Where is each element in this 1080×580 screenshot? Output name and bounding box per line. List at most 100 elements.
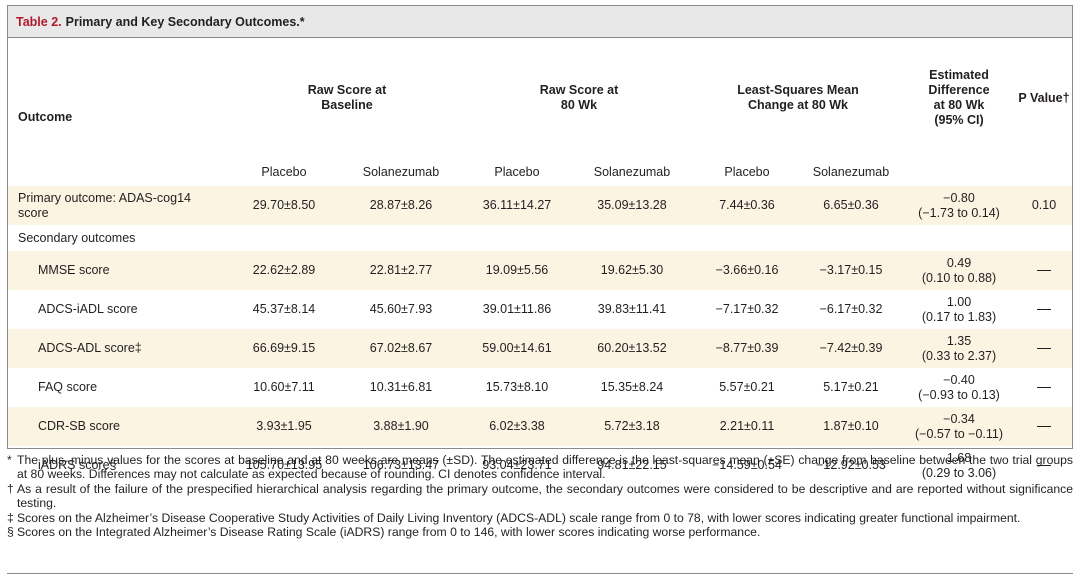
cell-value: 29.70±8.50 bbox=[230, 186, 338, 225]
secondary-section-row: Secondary outcomes bbox=[8, 225, 1072, 251]
cell-value: 3.93±1.95 bbox=[230, 407, 338, 446]
cell-p-value bbox=[1016, 251, 1072, 290]
cell-estimated-difference: 0.49 (0.10 to 0.88) bbox=[902, 251, 1016, 290]
cell-value: 22.81±2.77 bbox=[338, 251, 464, 290]
cell-value: 94.81±22.15 bbox=[597, 458, 667, 472]
subheader-solanezumab-baseline: Solanezumab bbox=[362, 165, 440, 179]
cell-value: 6.02±3.38 bbox=[464, 407, 570, 446]
header-row: Outcome Raw Score at Baseline Raw Score … bbox=[8, 38, 1072, 158]
cell-p-value bbox=[1016, 446, 1072, 485]
secondary-rows: MMSE score 22.62±2.89 22.81±2.77 19.09±5.56… bbox=[8, 251, 1072, 485]
cell-value: 6.65±0.36 bbox=[800, 186, 902, 225]
cell-value: 59.00±14.61 bbox=[464, 329, 570, 368]
cell-value: 10.31±6.81 bbox=[369, 380, 433, 394]
table-row-primary: Primary outcome: ADAS-cog14 score 29.70±… bbox=[8, 186, 1072, 225]
outcomes-table: Outcome Raw Score at Baseline Raw Score … bbox=[8, 38, 1072, 485]
cell-value: 36.11±14.27 bbox=[464, 186, 570, 225]
footnote: * The plus–minus values for the scores a… bbox=[7, 453, 1073, 482]
dash-placeholder bbox=[1037, 270, 1051, 272]
row-outcome-label: CDR-SB score bbox=[8, 407, 230, 446]
header-estimated-difference: Estimated Difference at 80 Wk (95% CI) bbox=[928, 68, 990, 127]
dash-placeholder bbox=[1037, 309, 1051, 311]
table-label: Table 2. bbox=[16, 14, 62, 29]
cell-p-value: 0.10 bbox=[1016, 186, 1072, 225]
cell-value: −8.77±0.39 bbox=[694, 329, 800, 368]
subheader-row: Placebo Solanezumab Placebo Solanezumab … bbox=[8, 158, 1072, 186]
header-p-value: P Value† bbox=[1018, 90, 1070, 105]
table-row: iADRS score§ 105.70±13.95 106.73±13.47 93.0… bbox=[8, 446, 1072, 485]
cell-value: 28.87±8.26 bbox=[338, 186, 464, 225]
cell-value: 39.01±11.86 bbox=[482, 302, 552, 316]
cell-estimated-difference: 1.00 (0.17 to 1.83) bbox=[921, 294, 997, 324]
cell-value: 93.04±23.71 bbox=[482, 458, 552, 472]
cell-value: 5.17±0.21 bbox=[823, 380, 879, 394]
cell-value: −7.42±0.39 bbox=[800, 329, 902, 368]
cell-value: −12.92±0.53 bbox=[816, 458, 886, 472]
cell-estimated-difference: −0.40 (−0.93 to 0.13) bbox=[918, 372, 1000, 402]
cell-estimated-difference: 1.68 (0.29 to 3.06) bbox=[921, 450, 997, 480]
header-raw-baseline: Raw Score at Baseline bbox=[307, 83, 387, 112]
table-row: ADCS-ADL score‡ 66.69±9.15 67.02±8.67 59.00… bbox=[8, 329, 1072, 368]
cell-estimated-difference: −0.34 (−0.57 to −0.11) bbox=[902, 407, 1016, 446]
table-row: MMSE score 22.62±2.89 22.81±2.77 19.09±5.56… bbox=[8, 251, 1072, 290]
cell-value: 15.73±8.10 bbox=[485, 380, 549, 394]
header-raw-80wk: Raw Score at 80 Wk bbox=[539, 83, 619, 112]
cell-value: −3.66±0.16 bbox=[694, 251, 800, 290]
table-title: Primary and Key Secondary Outcomes.* bbox=[65, 14, 305, 29]
cell-value: 45.60±7.93 bbox=[369, 302, 433, 316]
cell-value: −14.59±0.54 bbox=[712, 458, 782, 472]
cell-value: 106.73±13.47 bbox=[362, 458, 440, 472]
subheader-solanezumab-ls: Solanezumab bbox=[812, 165, 890, 179]
cell-value: 67.02±8.67 bbox=[338, 329, 464, 368]
cell-value: 5.72±3.18 bbox=[570, 407, 694, 446]
cell-value: 66.69±9.15 bbox=[230, 329, 338, 368]
cell-value: 15.35±8.24 bbox=[600, 380, 664, 394]
secondary-outcomes-label: Secondary outcomes bbox=[18, 231, 136, 245]
cell-value: 7.44±0.36 bbox=[694, 186, 800, 225]
cell-value: 3.88±1.90 bbox=[338, 407, 464, 446]
cell-value: 45.37±8.14 bbox=[252, 302, 316, 316]
row-outcome-label: ADCS-ADL score‡ bbox=[8, 329, 230, 368]
cell-p-value bbox=[1016, 368, 1072, 407]
table-title-bar: Table 2. Primary and Key Secondary Outco… bbox=[8, 6, 1072, 38]
cell-p-value bbox=[1016, 329, 1072, 368]
row-outcome-label: ADCS-iADL score bbox=[38, 302, 138, 316]
header-outcome: Outcome bbox=[18, 109, 73, 124]
subheader-placebo-ls: Placebo bbox=[724, 165, 770, 179]
dash-placeholder bbox=[1037, 387, 1051, 389]
subheader-placebo-baseline: Placebo bbox=[261, 165, 307, 179]
dash-placeholder bbox=[1037, 426, 1051, 428]
footnote: † As a result of the failure of the pres… bbox=[7, 481, 1073, 511]
dash-placeholder bbox=[1037, 348, 1051, 350]
cell-p-value bbox=[1016, 290, 1072, 329]
cell-value: −3.17±0.15 bbox=[800, 251, 902, 290]
cell-p-value bbox=[1016, 407, 1072, 446]
subheader-solanezumab-80wk: Solanezumab bbox=[593, 165, 671, 179]
cell-value: 5.57±0.21 bbox=[719, 380, 775, 394]
cell-estimated-difference: −0.80 (−1.73 to 0.14) bbox=[902, 186, 1016, 225]
footnotes: * The plus–minus values for the scores a… bbox=[7, 453, 1073, 539]
cell-estimated-difference: 1.35 (0.33 to 2.37) bbox=[902, 329, 1016, 368]
cell-value: −6.17±0.32 bbox=[819, 302, 883, 316]
cell-value: 35.09±13.28 bbox=[570, 186, 694, 225]
cell-value: 60.20±13.52 bbox=[570, 329, 694, 368]
cell-value: 105.70±13.95 bbox=[245, 458, 323, 472]
row-outcome-label: iADRS score§ bbox=[38, 458, 117, 472]
table-row: FAQ score 10.60±7.11 10.31±6.81 15.73±8.10 1… bbox=[8, 368, 1072, 407]
header-ls-mean: Least-Squares Mean Change at 80 Wk bbox=[737, 83, 859, 112]
footnote: § Scores on the Integrated Alzheimer’s D… bbox=[7, 525, 761, 540]
cell-value: 19.09±5.56 bbox=[464, 251, 570, 290]
table-frame: Table 2. Primary and Key Secondary Outco… bbox=[7, 5, 1073, 480]
table-row: ADCS-iADL score 45.37±8.14 45.60±7.93 39.01… bbox=[8, 290, 1072, 329]
cell-value: 10.60±7.11 bbox=[253, 380, 315, 394]
footnote: ‡ Scores on the Alzheimer’s Disease Coop… bbox=[7, 510, 1021, 525]
cell-value: 39.83±11.41 bbox=[597, 302, 667, 316]
row-outcome-label: FAQ score bbox=[38, 380, 98, 394]
row-outcome-label: Primary outcome: ADAS-cog14 score bbox=[8, 186, 230, 225]
cell-value: 22.62±2.89 bbox=[230, 251, 338, 290]
table-row: CDR-SB score 3.93±1.95 3.88±1.90 6.02±3.38 5… bbox=[8, 407, 1072, 446]
cell-value: −7.17±0.32 bbox=[715, 302, 779, 316]
cell-value: 2.21±0.11 bbox=[694, 407, 800, 446]
row-outcome-label: MMSE score bbox=[8, 251, 230, 290]
cell-value: 1.87±0.10 bbox=[800, 407, 902, 446]
